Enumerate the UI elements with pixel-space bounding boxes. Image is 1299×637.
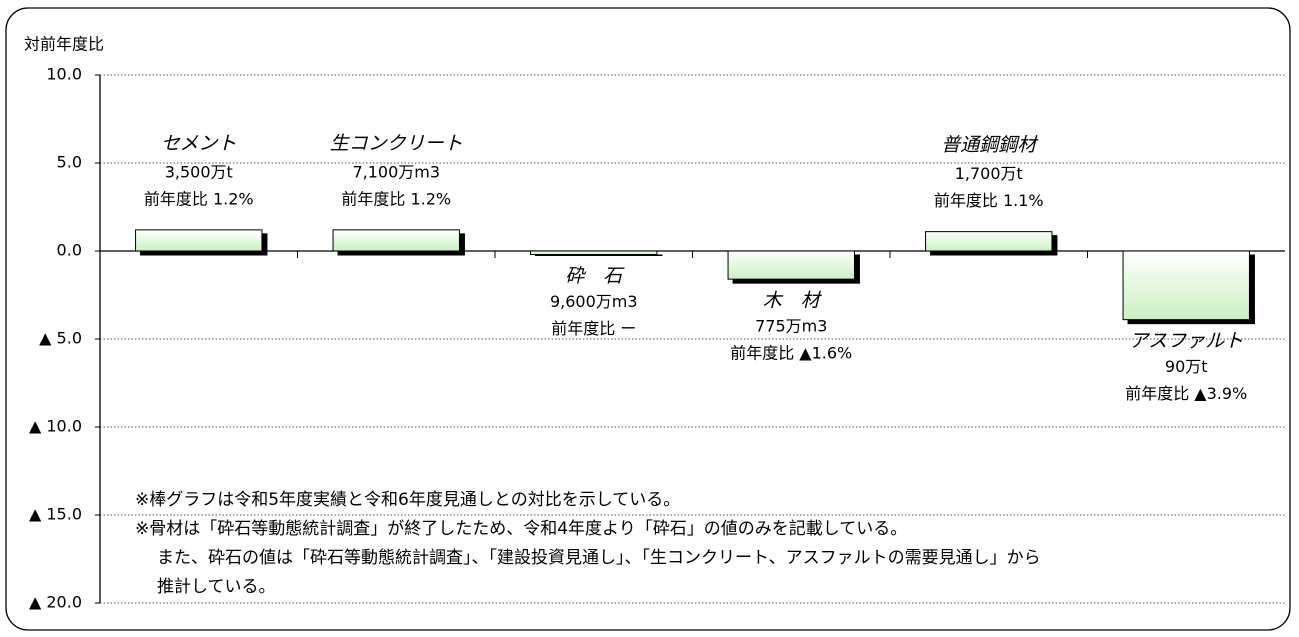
quantity-label: 775万m3: [755, 317, 827, 336]
category-label: 普通鋼鋼材: [941, 134, 1039, 156]
category-label: 生コンクリート: [330, 132, 463, 154]
value-label: 前年度比 ー: [551, 319, 636, 338]
y-tick-label: ▲ 15.0: [29, 505, 82, 524]
quantity-label: 7,100万m3: [352, 162, 440, 181]
value-label: 前年度比 ▲3.9%: [1125, 384, 1247, 403]
category-label: アスファルト: [1129, 330, 1243, 352]
y-tick-label: 0.0: [57, 241, 82, 260]
category-label: セメント: [161, 132, 237, 154]
value-label: 前年度比 1.2%: [144, 189, 254, 208]
quantity-label: 9,600万m3: [550, 292, 638, 311]
bar: [727, 250, 855, 280]
y-tick-label: ▲ 10.0: [29, 417, 82, 436]
quantity-label: 3,500万t: [165, 162, 233, 181]
category-label: 砕 石: [565, 265, 625, 287]
y-tick-label: ▲ 20.0: [29, 593, 82, 612]
category-label: 木 材: [763, 290, 823, 312]
y-tick-label: ▲ 5.0: [39, 329, 82, 348]
quantity-label: 1,700万t: [955, 164, 1023, 183]
bar: [925, 231, 1053, 252]
y-axis-label: 対前年度比: [24, 35, 104, 54]
y-tick-label: 5.0: [57, 153, 82, 172]
bar: [135, 229, 263, 252]
quantity-label: 90万t: [1165, 357, 1208, 376]
bar: [332, 229, 460, 252]
value-label: 前年度比 ▲1.6%: [730, 344, 852, 363]
note: 推計している。: [157, 577, 276, 597]
value-label: 前年度比 1.1%: [934, 191, 1044, 210]
note: ※骨材は「砕石等動態統計調査」が終了したため、令和4年度より「砕石」の値のみを記…: [135, 519, 907, 539]
note: ※棒グラフは令和5年度実績と令和6年度見通しとの対比を示している。: [135, 490, 680, 510]
frame: [5, 7, 1291, 631]
bar: [1122, 250, 1250, 321]
note: また、砕石の値は「砕石等動態統計調査」、「建設投資見通し」、「生コンクリート、ア…: [157, 548, 1041, 568]
value-label: 前年度比 1.2%: [341, 189, 451, 208]
bar: [530, 250, 658, 256]
y-tick-label: 10.0: [46, 65, 82, 84]
